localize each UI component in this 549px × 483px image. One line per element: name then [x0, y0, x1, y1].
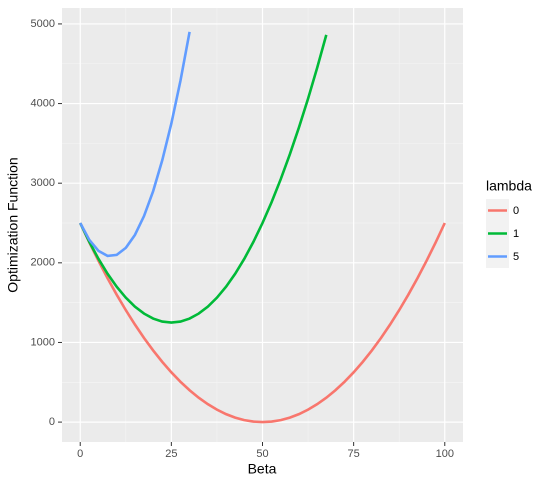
x-axis-title: Beta: [248, 461, 277, 477]
legend-label: 1: [513, 228, 519, 240]
legend-label: 5: [513, 251, 519, 263]
line: [79, 31, 191, 258]
line: [79, 34, 328, 324]
x-tick-label: 25: [165, 448, 177, 460]
y-axis-title: Optimization Function: [5, 157, 21, 292]
line: [79, 222, 446, 424]
legend: 0 1 5: [486, 199, 519, 268]
x-tick-label: 75: [348, 448, 360, 460]
legend-label: 0: [513, 205, 519, 217]
y-tick-label: 2000: [31, 257, 55, 269]
y-tick-label: 3000: [31, 177, 55, 189]
x-tick-label: 0: [77, 448, 83, 460]
x-tick-label: 50: [256, 448, 268, 460]
legend-title: lambda: [486, 178, 532, 194]
y-tick-label: 4000: [31, 97, 55, 109]
y-tick-label: 0: [49, 416, 55, 428]
lines: [79, 31, 446, 424]
y-tick-label: 5000: [31, 18, 55, 30]
x-tick-label: 100: [436, 448, 454, 460]
y-tick-label: 1000: [31, 336, 55, 348]
